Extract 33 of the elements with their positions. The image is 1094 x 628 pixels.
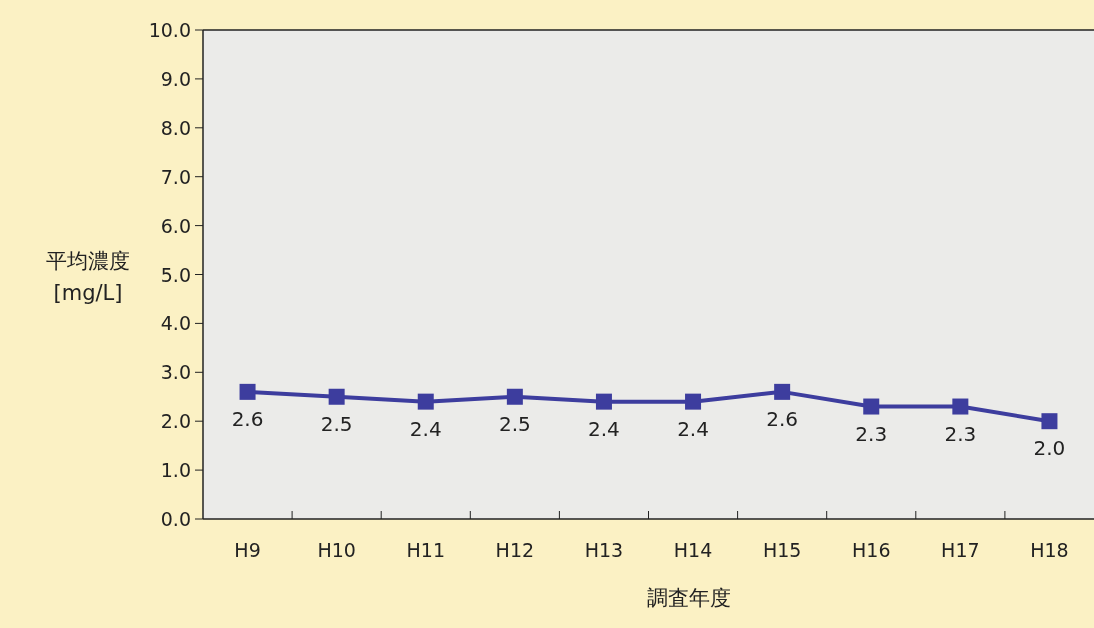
x-tick-label: H11 <box>406 539 445 561</box>
data-label: 2.5 <box>498 411 531 436</box>
data-label: 2.4 <box>588 416 620 441</box>
x-axis-title: 調査年度 <box>646 586 731 610</box>
data-label: 2.5 <box>320 411 353 436</box>
data-label: 2.3 <box>944 421 977 446</box>
data-label: 2.0 <box>1033 436 1066 461</box>
y-tick-label: 6.0 <box>160 214 191 237</box>
x-tick-label: H9 <box>234 539 261 561</box>
x-tick-label: H10 <box>317 539 356 561</box>
data-label: 2.4 <box>677 416 709 441</box>
x-tick-label: H18 <box>1030 539 1069 561</box>
y-tick-label: 10.0 <box>148 19 191 41</box>
x-tick-label: H14 <box>673 539 713 561</box>
x-tick-label: H13 <box>584 539 624 561</box>
y-tick-label: 3.0 <box>160 361 191 384</box>
x-tick-label: H16 <box>852 539 891 561</box>
y-tick-label: 9.0 <box>160 67 191 90</box>
data-label: 2.4 <box>409 416 442 441</box>
y-tick-label: 5.0 <box>160 263 191 286</box>
data-label: 2.6 <box>766 406 799 431</box>
y-tick-label: 7.0 <box>160 165 191 188</box>
x-tick-label: H17 <box>941 539 980 561</box>
y-tick-label: 1.0 <box>160 459 191 482</box>
y-axis-title: 平均濃度 [mg/L] <box>46 249 130 305</box>
data-label: 2.3 <box>855 421 888 446</box>
data-label: 2.6 <box>231 406 264 431</box>
y-tick-label: 4.0 <box>160 312 191 335</box>
x-tick-label: H12 <box>495 539 535 561</box>
x-tick-label: H15 <box>762 539 802 561</box>
y-tick-label: 8.0 <box>160 116 191 139</box>
y-tick-label: 0.0 <box>160 508 191 530</box>
y-tick-label: 2.0 <box>160 410 191 433</box>
